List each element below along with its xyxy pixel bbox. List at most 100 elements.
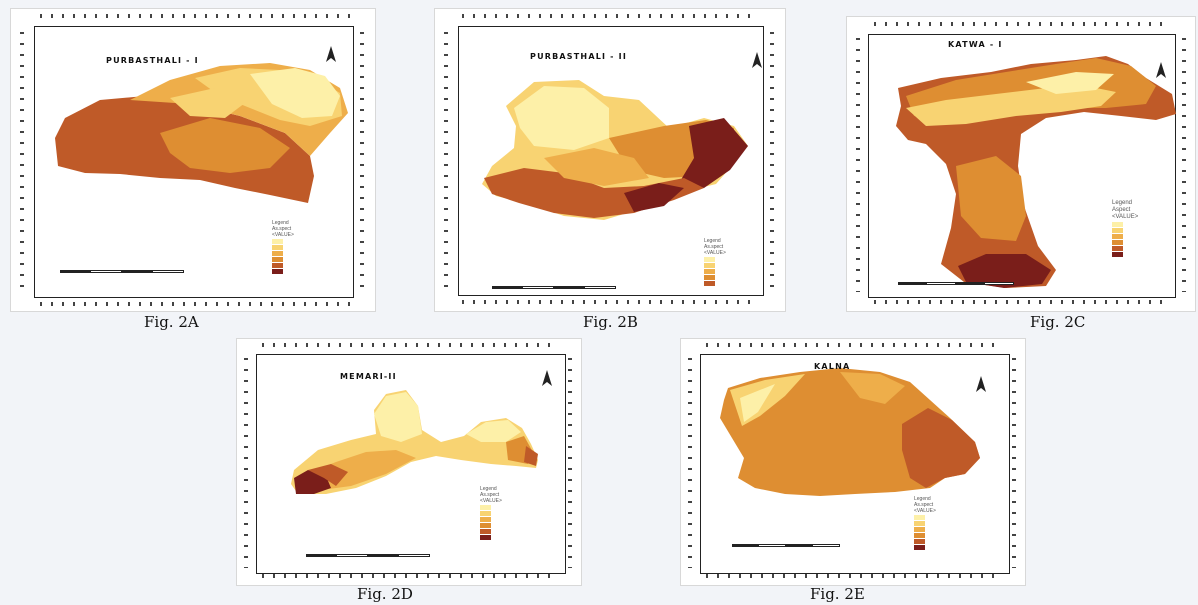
aspect-map <box>55 63 348 203</box>
region-pale-patch <box>1026 72 1114 94</box>
graticule-bottom <box>262 574 554 578</box>
legend-swatch-6 <box>272 268 294 274</box>
region-brown-west <box>308 464 348 486</box>
legend: Legend As.spect <VALUE> <box>272 220 294 274</box>
map-title: MEMARI-II <box>340 372 397 381</box>
legend-swatch-4 <box>914 532 936 538</box>
legend-title: Legend <box>272 220 289 226</box>
legend-swatch-4 <box>1112 239 1138 245</box>
legend: Legend As.spect <VALUE> <box>704 238 726 286</box>
legend-swatch-1 <box>914 514 936 520</box>
map-title: PURBASTHALI - II <box>530 52 628 61</box>
graticule-top <box>874 22 1168 26</box>
map-panel-purbasthali-2: PURBASTHALI - II Legend As.spect <VALUE> <box>434 8 786 312</box>
legend-swatch-4 <box>272 256 294 262</box>
map-panel-purbasthali-1: PURBASTHALI - I Legend As.spect <VALUE> <box>10 8 376 312</box>
legend-swatch-5 <box>1112 245 1138 251</box>
legend: Legend As.spect <VALUE> <box>480 486 502 540</box>
legend-swatch-6 <box>480 534 502 540</box>
legend-field: <VALUE> <box>480 498 502 504</box>
legend: Legend As.spect <VALUE> <box>914 496 936 550</box>
legend-layer: As.spect <box>704 244 724 250</box>
legend-swatch-1 <box>704 256 726 262</box>
legend-field: <VALUE> <box>1112 214 1139 220</box>
legend-swatch-4 <box>704 274 726 280</box>
legend-swatch-1 <box>480 504 502 510</box>
graticule-top <box>262 343 554 347</box>
legend-swatch-1 <box>1112 221 1138 227</box>
graticule-right <box>1182 38 1186 292</box>
aspect-map <box>482 80 748 220</box>
region-pale-east <box>466 420 521 442</box>
aspect-map <box>291 390 538 494</box>
graticule-left <box>688 358 692 568</box>
region-light-nw <box>514 86 609 150</box>
scale-bar <box>60 270 184 273</box>
graticule-top <box>462 14 758 18</box>
scale-bar <box>732 544 840 547</box>
graticule-bottom <box>874 300 1168 304</box>
region-pale-strip <box>740 384 775 422</box>
legend-swatch-2 <box>272 244 294 250</box>
legend-field: <VALUE> <box>704 250 726 256</box>
region-dark-south <box>624 183 684 212</box>
region-lightest <box>250 68 340 118</box>
legend-swatch-2 <box>704 262 726 268</box>
graticule-top <box>706 343 998 347</box>
legend-layer: As.spect <box>272 226 292 232</box>
legend-title: Legend <box>704 238 721 244</box>
graticule-left <box>20 32 24 294</box>
legend-field: <VALUE> <box>272 232 294 238</box>
region-light-band <box>906 86 1116 126</box>
graticule-right <box>770 32 774 294</box>
region-orange-mid <box>544 148 649 186</box>
legend-swatch-5 <box>272 262 294 268</box>
region-mid-south <box>956 156 1026 241</box>
map-panel-kalna: KALNA Legend As.spect <VALUE> <box>680 338 1026 586</box>
scale-bar <box>898 282 1014 285</box>
legend-layer: As.spect <box>480 492 500 498</box>
legend-swatch-2 <box>480 510 502 516</box>
region-pale <box>170 88 245 118</box>
graticule-bottom <box>40 302 350 306</box>
region-pale-north <box>374 392 422 442</box>
region-brown-east <box>902 408 980 488</box>
graticule-left <box>856 38 860 292</box>
legend-swatch-5 <box>480 528 502 534</box>
legend-layer: Aspect <box>1112 207 1131 213</box>
map-panel-memari-2: MEMARI-II Legend As.spect <VALUE> <box>236 338 582 586</box>
graticule-right <box>360 32 364 294</box>
graticule-bottom <box>706 574 998 578</box>
legend-swatch-5 <box>914 538 936 544</box>
legend-swatch-2 <box>1112 227 1138 233</box>
map-title: KALNA <box>814 362 851 371</box>
figure-caption-2c: Fig. 2C <box>1030 313 1086 331</box>
region-dark-south <box>958 254 1051 288</box>
north-arrow-icon <box>752 52 762 68</box>
graticule-right <box>568 358 572 568</box>
graticule-bottom <box>462 300 758 304</box>
legend-swatch-3 <box>704 268 726 274</box>
graticule-left <box>444 32 448 294</box>
figure-caption-2e: Fig. 2E <box>810 585 865 603</box>
figure-caption-2a: Fig. 2A <box>144 313 199 331</box>
legend-swatch-6 <box>1112 251 1138 257</box>
legend: Legend Aspect <VALUE> <box>1112 200 1138 257</box>
legend-swatch-2 <box>914 520 936 526</box>
north-arrow-icon <box>1156 62 1166 78</box>
legend-swatch-3 <box>272 250 294 256</box>
legend-swatch-3 <box>1112 233 1138 239</box>
legend-title: Legend <box>480 486 497 492</box>
graticule-right <box>1012 358 1016 568</box>
legend-swatch-6 <box>914 544 936 550</box>
map-panel-katwa-1: KATWA - I Legend Aspect <VALUE> <box>846 16 1196 312</box>
legend-layer: As.spect <box>914 502 934 508</box>
scale-bar <box>306 554 430 557</box>
region-orange <box>160 118 290 173</box>
north-arrow-icon <box>542 370 552 386</box>
region-dark-east <box>524 446 538 466</box>
north-arrow-icon <box>326 46 336 62</box>
figure-caption-2b: Fig. 2B <box>583 313 638 331</box>
north-arrow-icon <box>976 376 986 392</box>
legend-title: Legend <box>1112 200 1133 206</box>
